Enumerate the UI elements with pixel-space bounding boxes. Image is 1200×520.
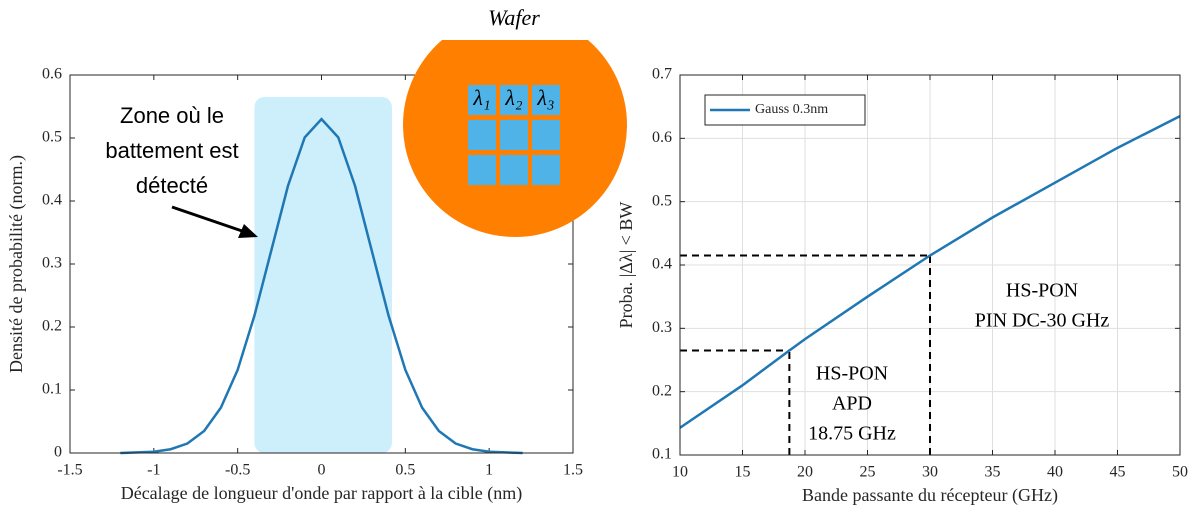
inset-label: λ₃ [536,85,554,110]
y-tick-label: 0.4 [652,256,672,273]
x-tick-label: 10 [672,464,688,481]
x-tick-label: 1 [485,462,493,479]
x-tick-label: 30 [922,464,938,481]
y-tick-label: 0.6 [652,129,672,146]
x-tick-label: 45 [1110,464,1126,481]
x-tick-label: 20 [797,464,813,481]
y-tick-label: 0.1 [652,446,672,463]
arrow [171,205,246,234]
y-tick-label: 0.6 [42,66,62,83]
y-tick-label: 0.2 [42,318,62,335]
annotation-line: Zone où le [120,103,224,128]
x-tick-label: 50 [1172,464,1188,481]
x-tick-label: 15 [735,464,751,481]
x-tick-label: 1.5 [563,462,583,479]
data-line [120,117,523,455]
y-tick-label: 0.4 [42,192,62,209]
axes-frame [679,74,1181,456]
y-tick-label: 0.3 [652,319,672,336]
wafer-inset: Wafer λ₁ λ₂ λ₃ [403,5,627,237]
annotation-line: battement est [105,138,238,163]
annotation-line: HS-PON [1006,280,1078,302]
y-tick-label: 0.3 [42,255,62,272]
annotation-line: détecté [136,173,208,198]
inset-label: λ₁ [472,85,490,110]
y-axis-label: Densité de probabilité (norm.) [6,155,27,373]
x-tick-label: 35 [985,464,1001,481]
annotation-line: HS-PON [816,363,888,385]
inset-title: Wafer [488,5,540,30]
y-tick-label: 0.1 [42,381,62,398]
x-tick-label: -1 [147,462,160,479]
y-tick-label: 0.5 [42,129,62,146]
y-tick-label: 0 [54,444,62,461]
annotation: Zone où le battement est détecté HS-PON … [105,103,1109,445]
y-tick-label: 0.7 [652,66,672,83]
x-tick-label: 40 [1047,464,1063,481]
arrow-head [238,224,258,238]
inset-label: λ₂ [504,85,523,110]
annotation-line: APD [832,393,872,415]
legend-label: Gauss 0.3nm [755,102,828,117]
y-axis-label: Proba. |Δλ| < BW [616,202,636,329]
x-axis-label: Décalage de longueur d'onde par rapport … [121,483,523,504]
shaded-region [254,97,392,454]
x-tick-label: 0 [318,462,326,479]
y-tick-label: 0.5 [652,192,672,209]
y-tick-label: 0.2 [652,382,672,399]
x-axis-label: Bande passante du récepteur (GHz) [802,485,1058,506]
annotation-line: PIN DC-30 GHz [975,310,1110,332]
x-tick-label: 0.5 [395,462,415,479]
axes-frame [69,74,574,454]
data-line [679,115,1181,429]
x-tick-label: -1.5 [57,462,82,479]
annotation-line: 18.75 GHz [808,423,896,445]
dies [468,85,560,185]
x-tick-label: 25 [860,464,876,481]
x-tick-label: -0.5 [225,462,250,479]
